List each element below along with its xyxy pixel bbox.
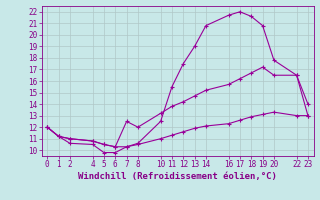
- X-axis label: Windchill (Refroidissement éolien,°C): Windchill (Refroidissement éolien,°C): [78, 172, 277, 181]
